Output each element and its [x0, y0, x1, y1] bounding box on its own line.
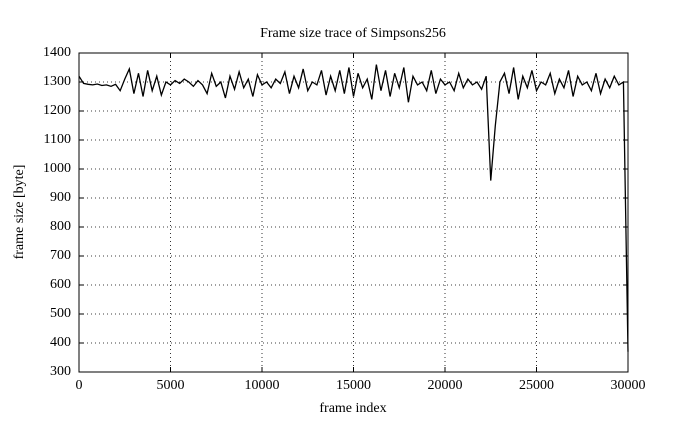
y-tick-label: 1300 — [43, 74, 71, 89]
y-axis-label: frame size [byte] — [12, 165, 27, 260]
y-tick-label: 1000 — [43, 161, 71, 176]
x-tick-label: 25000 — [519, 378, 554, 393]
chart-title: Frame size trace of Simpsons256 — [260, 26, 446, 41]
x-tick-label: 15000 — [336, 378, 371, 393]
y-tick-label: 900 — [50, 190, 71, 205]
y-tick-label: 500 — [50, 306, 71, 321]
x-axis-label: frame index — [319, 401, 386, 416]
y-tick-label: 600 — [50, 277, 71, 292]
x-tick-label: 30000 — [611, 378, 646, 393]
plot-frame — [78, 52, 629, 373]
data-line — [78, 64, 629, 352]
x-tick-label: 0 — [76, 378, 83, 393]
x-tick-label: 20000 — [428, 378, 463, 393]
y-tick-label: 400 — [50, 335, 71, 350]
y-tick-label: 300 — [50, 364, 71, 379]
y-tick-label: 1400 — [43, 45, 71, 60]
y-tick-label: 700 — [50, 248, 71, 263]
x-tick-label: 5000 — [157, 378, 185, 393]
y-tick-label: 1200 — [43, 103, 71, 118]
y-tick-label: 1100 — [44, 132, 71, 147]
y-tick-label: 800 — [50, 219, 71, 234]
x-tick-label: 10000 — [245, 378, 280, 393]
